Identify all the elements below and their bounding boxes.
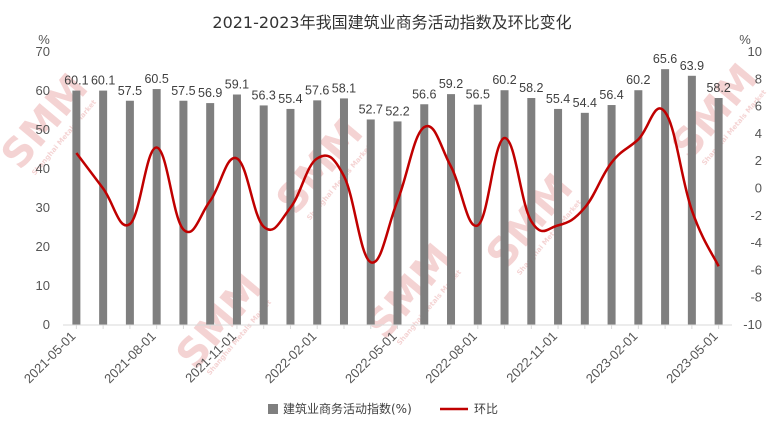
bar-data-label: 58.2 (706, 81, 730, 95)
chart-title: 2021-2023年我国建筑业商务活动指数及环比变化 (212, 13, 571, 32)
right-axis-tick-label: 4 (755, 126, 762, 141)
right-axis-tick-label: -4 (750, 235, 762, 250)
bar-data-label: 57.5 (171, 84, 195, 98)
bar (179, 100, 188, 325)
bar (527, 98, 536, 326)
left-axis-tick-label: 60 (36, 83, 50, 98)
legend-bar-swatch (268, 404, 278, 414)
x-axis-tick-label: 2021-05-01 (21, 329, 79, 387)
right-axis-tick-label: 8 (755, 71, 762, 86)
x-axis-tick-label: 2022-05-01 (342, 329, 400, 387)
bar (473, 104, 482, 326)
bar (206, 103, 215, 325)
bar-data-label: 60.2 (626, 73, 650, 87)
bar-data-label: 63.9 (680, 59, 704, 73)
bar-data-labels: 60.1 60.157.560.557.5 56.959.156.3 55.457.6… (64, 52, 731, 118)
bar (232, 94, 241, 325)
x-axis-tick-label: 2021-08-01 (101, 329, 159, 387)
bar-data-label: 59.1 (225, 78, 249, 92)
bar-series (72, 69, 723, 326)
right-axis-tick-label: 2 (755, 153, 762, 168)
bar-data-label: 52.2 (385, 104, 409, 118)
legend-line-label: 环比 (474, 402, 498, 416)
bar-data-label: 59.2 (439, 77, 463, 91)
bar-data-label: 58.1 (332, 81, 356, 95)
bar (366, 119, 375, 325)
bar (393, 121, 402, 325)
bar (580, 112, 589, 325)
bar-data-label: 60.1 (64, 74, 88, 88)
bar-data-label: 57.6 (305, 83, 329, 97)
x-axis-tick-label: 2023-05-01 (663, 329, 721, 387)
bar-data-label: 52.7 (359, 102, 383, 116)
bar-data-label: 56.3 (252, 88, 276, 102)
left-axis-unit: % (38, 32, 50, 47)
x-axis-tick-label: 2023-02-01 (583, 329, 641, 387)
right-axis-unit: % (739, 32, 751, 47)
bar-data-label: 54.4 (573, 96, 597, 110)
x-axis-tick-label: 2022-11-01 (503, 329, 560, 386)
right-axis-tick-label: -6 (750, 262, 762, 277)
bar (634, 90, 643, 325)
bar-data-label: 60.2 (492, 73, 516, 87)
bar (607, 105, 616, 325)
bar (259, 105, 268, 326)
bar (500, 90, 509, 325)
left-axis-tick-label: 70 (36, 44, 50, 59)
bar-data-label: 56.5 (466, 88, 490, 102)
left-axis-tick-label: 30 (36, 200, 50, 215)
line-series (75, 107, 720, 267)
bar (286, 108, 295, 325)
left-axis-tick-label: 50 (36, 122, 50, 137)
left-axis: 0 10 20 30 40 50 60 70 (36, 44, 50, 332)
right-axis-tick-label: -8 (750, 290, 762, 305)
x-axis-tick-label: 2022-02-01 (262, 329, 320, 387)
bar-data-label: 56.4 (599, 88, 623, 102)
bar (99, 90, 108, 325)
x-axis-tick-label: 2022-08-01 (422, 329, 480, 387)
bar (72, 90, 81, 325)
bar (554, 108, 563, 325)
left-axis-tick-label: 40 (36, 161, 50, 176)
bar (339, 98, 348, 325)
x-axis: 2021-05-01 2021-08-01 2021-11-01 2022-02-01… (21, 325, 721, 386)
bar (313, 100, 322, 325)
bar-data-label: 55.4 (278, 92, 302, 106)
left-axis-tick-label: 0 (43, 317, 50, 332)
right-axis-tick-label: 6 (755, 99, 762, 114)
bar (420, 104, 429, 325)
right-axis: -10 -8 -6 -4 -2 0 2 4 6 8 10 (743, 44, 762, 332)
bar (125, 100, 134, 325)
bar (687, 75, 696, 325)
bar-data-label: 57.5 (118, 84, 142, 98)
legend: 建筑业商务活动指数(%) 环比 (268, 401, 498, 416)
bar (661, 69, 670, 325)
right-axis-tick-label: -10 (743, 317, 762, 332)
bar-data-label: 56.9 (198, 86, 222, 100)
right-axis-tick-label: 10 (748, 44, 762, 59)
left-axis-tick-label: 10 (36, 278, 50, 293)
bar-data-label: 65.6 (653, 52, 677, 66)
bar-data-label: 58.2 (519, 81, 543, 95)
legend-bar-label: 建筑业商务活动指数(%) (283, 401, 412, 416)
bar (714, 98, 723, 326)
bar (447, 94, 456, 326)
bar-data-label: 60.5 (144, 72, 168, 86)
bar-data-label: 56.6 (412, 87, 436, 101)
bar-data-label: 55.4 (546, 92, 570, 106)
right-axis-tick-label: 0 (755, 181, 762, 196)
line-path (75, 107, 720, 267)
bar (152, 89, 161, 325)
right-axis-tick-label: -2 (750, 208, 762, 223)
bar-data-label: 60.1 (91, 74, 115, 88)
left-axis-tick-label: 20 (36, 239, 50, 254)
